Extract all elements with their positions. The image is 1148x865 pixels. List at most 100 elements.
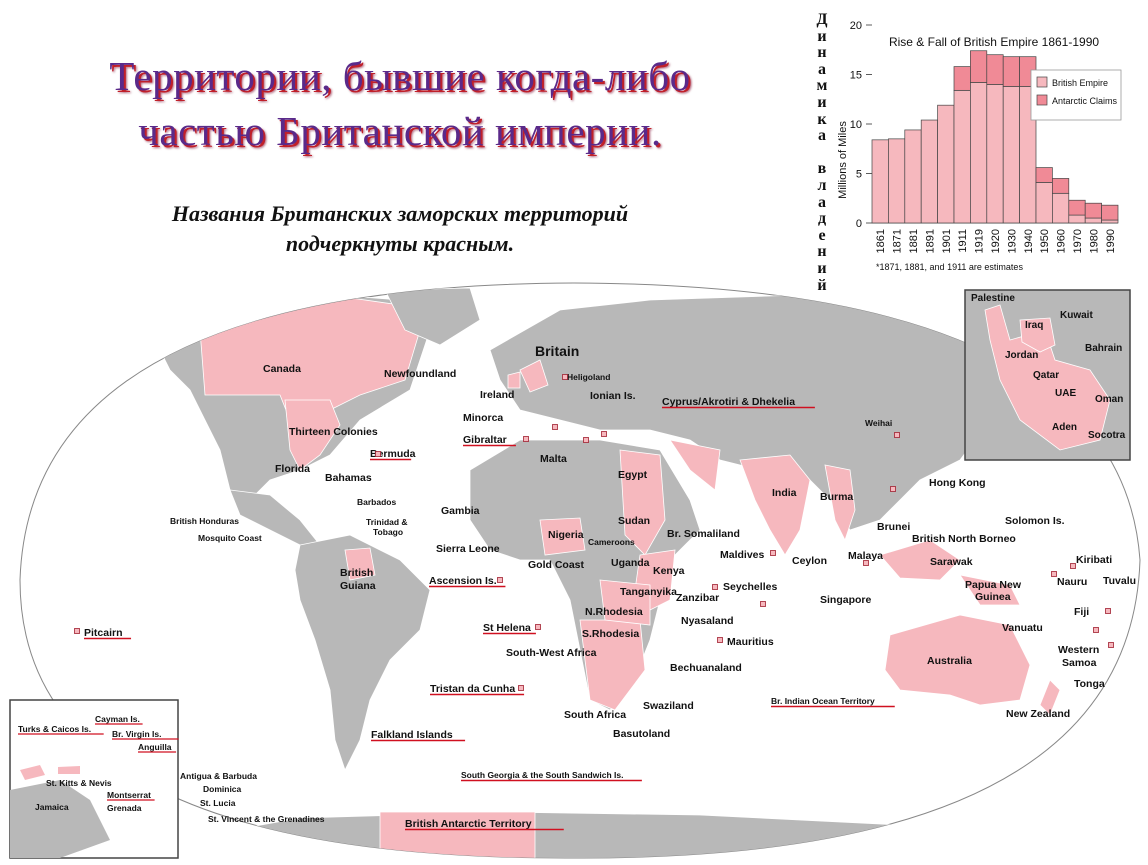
map-label: Nigeria bbox=[548, 529, 584, 541]
map-label: St Helena bbox=[483, 622, 531, 634]
x-tick-label: 1930 bbox=[1006, 229, 1018, 253]
legend-swatch-claims bbox=[1036, 94, 1048, 106]
borneo bbox=[879, 539, 961, 581]
map-label: Australia bbox=[927, 655, 972, 667]
chart-y-label: Millions of Miles bbox=[837, 121, 849, 199]
bar-antarctic-claims bbox=[1052, 178, 1070, 194]
map-label: Canada bbox=[263, 363, 301, 375]
british-antarctic-territory bbox=[379, 811, 536, 859]
vertical-label-letter: а bbox=[818, 193, 826, 211]
territory-marker bbox=[601, 431, 607, 437]
caribbean-label: St. Kitts & Nevis bbox=[46, 778, 112, 788]
territory-marker bbox=[535, 624, 541, 630]
caribbean-label: St. Lucia bbox=[200, 798, 236, 808]
vertical-label-letter: е bbox=[818, 226, 826, 244]
territory-marker bbox=[497, 577, 503, 583]
bar-british-empire bbox=[1101, 219, 1119, 224]
map-label: Gibraltar bbox=[463, 434, 507, 446]
map-label: Samoa bbox=[1062, 657, 1097, 669]
world-map: Palestine Iraq Kuwait Bahrain Jordan Qatar UAE… bbox=[9, 282, 1141, 859]
vertical-label-letter: к bbox=[817, 110, 827, 128]
map-label: India bbox=[772, 487, 797, 499]
vertical-label-letter: н bbox=[817, 44, 827, 62]
caribbean-label: Cayman Is. bbox=[95, 714, 140, 724]
bar-antarctic-claims bbox=[1084, 202, 1102, 219]
map-label: Tuvalu bbox=[1103, 575, 1136, 587]
caribbean-label: Br. Virgin Is. bbox=[112, 729, 161, 739]
map-label: Guinea bbox=[975, 591, 1011, 603]
map-label: New Zealand bbox=[1006, 708, 1070, 720]
mideast-label: Jordan bbox=[1005, 350, 1038, 361]
bar-antarctic-claims bbox=[1068, 199, 1086, 216]
mideast-inset: Palestine Iraq Kuwait Bahrain Jordan Qatar UAE… bbox=[964, 289, 1131, 461]
mideast-label: UAE bbox=[1055, 388, 1076, 399]
map-label: Guiana bbox=[340, 580, 376, 592]
bar-british-empire bbox=[904, 129, 922, 224]
map-label: Bermuda bbox=[370, 448, 416, 460]
territory-marker bbox=[1108, 642, 1114, 648]
map-label: Minorca bbox=[463, 412, 503, 424]
map-label: Fiji bbox=[1074, 606, 1089, 618]
bar-antarctic-claims bbox=[1002, 56, 1020, 87]
map-label: Western bbox=[1058, 644, 1099, 656]
map-label: S.Rhodesia bbox=[582, 628, 639, 640]
territory-marker bbox=[712, 584, 718, 590]
mideast-label: Palestine bbox=[971, 293, 1015, 304]
vertical-label-letter: л bbox=[817, 176, 827, 194]
territory-marker bbox=[1105, 608, 1111, 614]
map-label: Florida bbox=[275, 463, 310, 475]
vertical-label-letter: и bbox=[817, 27, 827, 45]
x-tick-label: 1960 bbox=[1056, 229, 1068, 253]
map-label: Cameroons bbox=[588, 537, 635, 547]
bar-antarctic-claims bbox=[986, 54, 1004, 85]
y-tick-label: 0 bbox=[856, 218, 862, 230]
map-label: Basutoland bbox=[613, 728, 670, 740]
bar-british-empire bbox=[970, 82, 988, 224]
map-label: Trinidad & bbox=[366, 517, 408, 527]
bar-antarctic-claims bbox=[953, 66, 971, 91]
map-label: Thirteen Colonies bbox=[289, 426, 378, 438]
map-label: Tristan da Cunha bbox=[430, 683, 515, 695]
chart-legend: British Empire Antarctic Claims bbox=[1030, 69, 1122, 121]
india bbox=[739, 454, 811, 556]
south-america bbox=[294, 534, 431, 772]
territory-marker bbox=[863, 560, 869, 566]
x-tick-label: 1881 bbox=[908, 229, 920, 253]
mideast-label: Oman bbox=[1095, 394, 1123, 405]
territory-marker bbox=[518, 685, 524, 691]
x-tick-label: 1980 bbox=[1088, 229, 1100, 253]
map-label: Newfoundland bbox=[384, 368, 456, 380]
bar-british-empire bbox=[888, 138, 906, 224]
mideast-label: Qatar bbox=[1033, 370, 1059, 381]
caribbean-label: St. Vincent & the Grenadines bbox=[208, 814, 325, 824]
rhodesia bbox=[599, 579, 651, 626]
map-label: Heligoland bbox=[567, 372, 610, 382]
empire-chart: Rise & Fall of British Empire 1861-1990 … bbox=[837, 20, 1122, 272]
y-tick-label: 10 bbox=[850, 119, 862, 131]
territory-marker bbox=[375, 451, 381, 457]
x-tick-label: 1861 bbox=[875, 229, 887, 253]
map-label: Br. Somaliland bbox=[667, 528, 740, 540]
map-label: Seychelles bbox=[723, 581, 777, 593]
territory-marker bbox=[894, 432, 900, 438]
legend-empire: British Empire bbox=[1052, 78, 1108, 88]
map-label: Bechuanaland bbox=[670, 662, 742, 674]
map-label: Papua New bbox=[965, 579, 1022, 591]
map-label: Malaya bbox=[848, 550, 883, 562]
territory-marker bbox=[1051, 571, 1057, 577]
bar-british-empire bbox=[1035, 182, 1053, 224]
map-label: South-West Africa bbox=[506, 647, 597, 659]
bar-british-empire bbox=[1084, 217, 1102, 224]
caribbean-label: Dominica bbox=[203, 784, 242, 794]
bar-british-empire bbox=[1002, 86, 1020, 224]
caribbean-label: Turks & Caicos Is. bbox=[18, 724, 91, 734]
caribbean-label: Montserrat bbox=[107, 790, 151, 800]
territory-marker bbox=[523, 436, 529, 442]
vertical-label-letter: д bbox=[817, 210, 827, 228]
map-label: Maldives bbox=[720, 549, 765, 561]
greenland bbox=[384, 287, 481, 346]
legend-swatch-empire bbox=[1036, 76, 1048, 88]
x-tick-label: 1911 bbox=[957, 229, 969, 253]
caribbean-inset: Turks & Caicos Is. Cayman Is. Br. Virgin I… bbox=[9, 699, 325, 859]
x-tick-label: 1891 bbox=[924, 229, 936, 253]
